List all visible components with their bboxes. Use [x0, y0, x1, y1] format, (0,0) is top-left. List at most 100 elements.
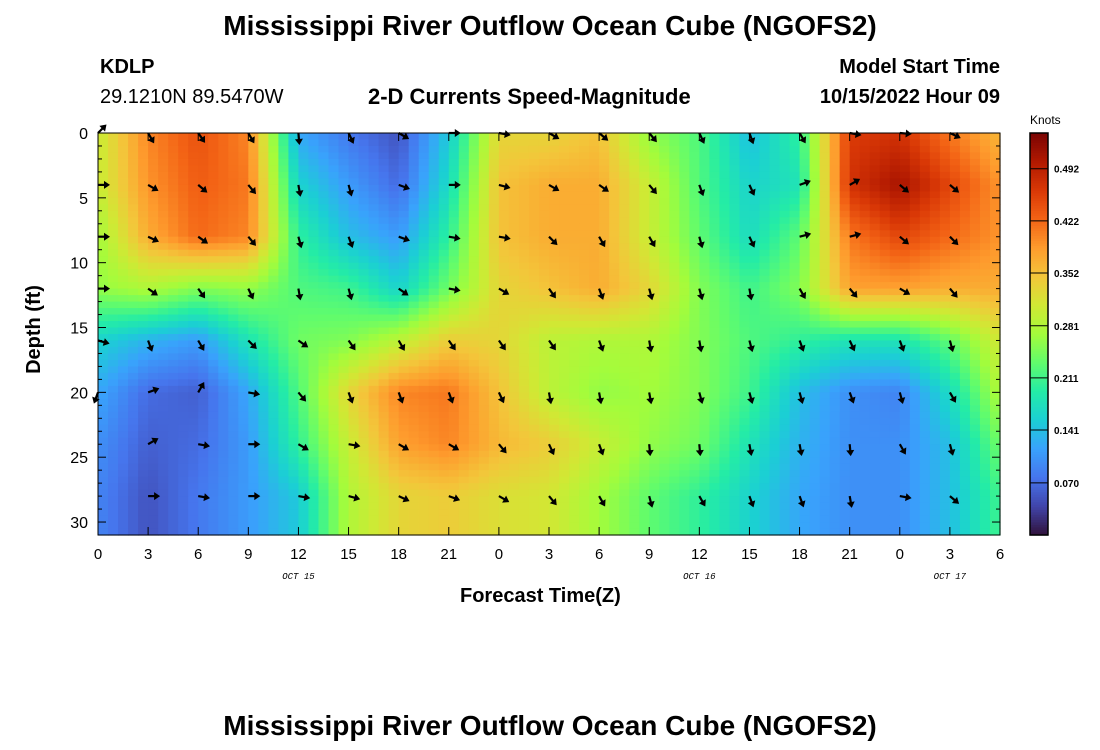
heatmap-cell [428, 346, 440, 355]
heatmap-cell [178, 476, 189, 484]
heatmap-cell [949, 424, 961, 432]
heatmap-cell [468, 282, 480, 290]
heatmap-cell [208, 243, 219, 251]
heatmap-cell [458, 133, 470, 141]
heatmap-cell [308, 470, 320, 478]
heatmap-cell [619, 158, 630, 167]
heatmap-cell [318, 165, 330, 173]
heatmap-cell [538, 217, 550, 225]
heatmap-cell [879, 392, 891, 400]
heatmap-cell [118, 411, 129, 419]
heatmap-cell [438, 418, 450, 426]
heatmap-cell [458, 327, 470, 335]
heatmap-cell [308, 282, 320, 290]
heatmap-cell [779, 359, 791, 368]
heatmap-cell [118, 372, 129, 380]
heatmap-cell [729, 385, 741, 393]
heatmap-cell [188, 489, 199, 497]
heatmap-cell [839, 340, 851, 348]
heatmap-cell [268, 405, 279, 413]
heatmap-cell [278, 308, 290, 316]
heatmap-cell [268, 314, 279, 322]
heatmap-cell [899, 308, 911, 316]
heatmap-cell [258, 346, 269, 355]
heatmap-cell [929, 346, 941, 355]
heatmap-cell [809, 418, 821, 426]
heatmap-cell [108, 398, 119, 406]
heatmap-cell [859, 314, 871, 322]
heatmap-cell [719, 178, 730, 186]
heatmap-cell [889, 411, 901, 419]
heatmap-cell [118, 184, 129, 192]
heatmap-cell [789, 152, 801, 160]
heatmap-cell [679, 262, 690, 270]
heatmap-cell [569, 295, 580, 303]
heatmap-cell [448, 217, 460, 225]
heatmap-cell [969, 405, 981, 413]
heatmap-cell [949, 282, 961, 290]
heatmap-cell [98, 437, 109, 445]
heatmap-cell [508, 191, 520, 199]
heatmap-cell [799, 327, 811, 335]
heatmap-cell [338, 327, 350, 335]
heatmap-cell [879, 308, 891, 316]
heatmap-cell [799, 346, 811, 355]
heatmap-cell [959, 470, 971, 478]
heatmap-cell [238, 145, 249, 154]
heatmap-cell [839, 385, 851, 393]
heatmap-cell [809, 463, 821, 471]
heatmap-cell [368, 230, 380, 238]
heatmap-cell [819, 321, 831, 329]
heatmap-cell [338, 165, 350, 173]
heatmap-cell [228, 184, 239, 192]
heatmap-cell [208, 437, 219, 445]
heatmap-cell [98, 476, 109, 484]
heatmap-cell [168, 411, 179, 419]
heatmap-cell [278, 249, 290, 257]
heatmap-cell [358, 249, 370, 257]
heatmap-cell [348, 223, 360, 231]
heatmap-cell [398, 476, 410, 484]
heatmap-cell [138, 256, 149, 264]
heatmap-cell [168, 314, 179, 322]
heatmap-cell [629, 223, 640, 231]
heatmap-cell [609, 301, 620, 309]
heatmap-cell [829, 450, 841, 458]
heatmap-cell [919, 437, 931, 445]
heatmap-cell [158, 308, 169, 316]
heatmap-cell [338, 353, 350, 361]
heatmap-cell [899, 385, 911, 393]
heatmap-cell [488, 340, 500, 348]
heatmap-cell [488, 184, 500, 192]
heatmap-cell [98, 223, 109, 231]
heatmap-cell [959, 165, 971, 173]
heatmap-cell [108, 282, 119, 290]
heatmap-cell [729, 217, 741, 225]
heatmap-cell [158, 346, 169, 355]
heatmap-cell [549, 379, 560, 387]
heatmap-cell [268, 158, 279, 167]
heatmap-cell [829, 470, 841, 478]
heatmap-cell [218, 249, 229, 257]
heatmap-cell [959, 366, 971, 374]
heatmap-cell [969, 321, 981, 329]
heatmap-cell [749, 223, 761, 231]
heatmap-cell [919, 243, 931, 251]
heatmap-cell [158, 470, 169, 478]
heatmap-cell [408, 411, 420, 419]
heatmap-cell [659, 210, 670, 218]
heatmap-cell [709, 295, 720, 303]
heatmap-cell [569, 178, 580, 186]
heatmap-cell [498, 249, 510, 257]
heatmap-cell [268, 210, 279, 218]
heatmap-cell [979, 476, 991, 484]
heatmap-cell [679, 133, 690, 141]
heatmap-cell [759, 295, 771, 303]
heatmap-cell [108, 424, 119, 432]
heatmap-cell [669, 444, 680, 452]
heatmap-cell [739, 327, 751, 335]
heatmap-cell [859, 217, 871, 225]
heatmap-cell [669, 411, 680, 419]
heatmap-cell [398, 321, 410, 329]
heatmap-cell [468, 295, 480, 303]
